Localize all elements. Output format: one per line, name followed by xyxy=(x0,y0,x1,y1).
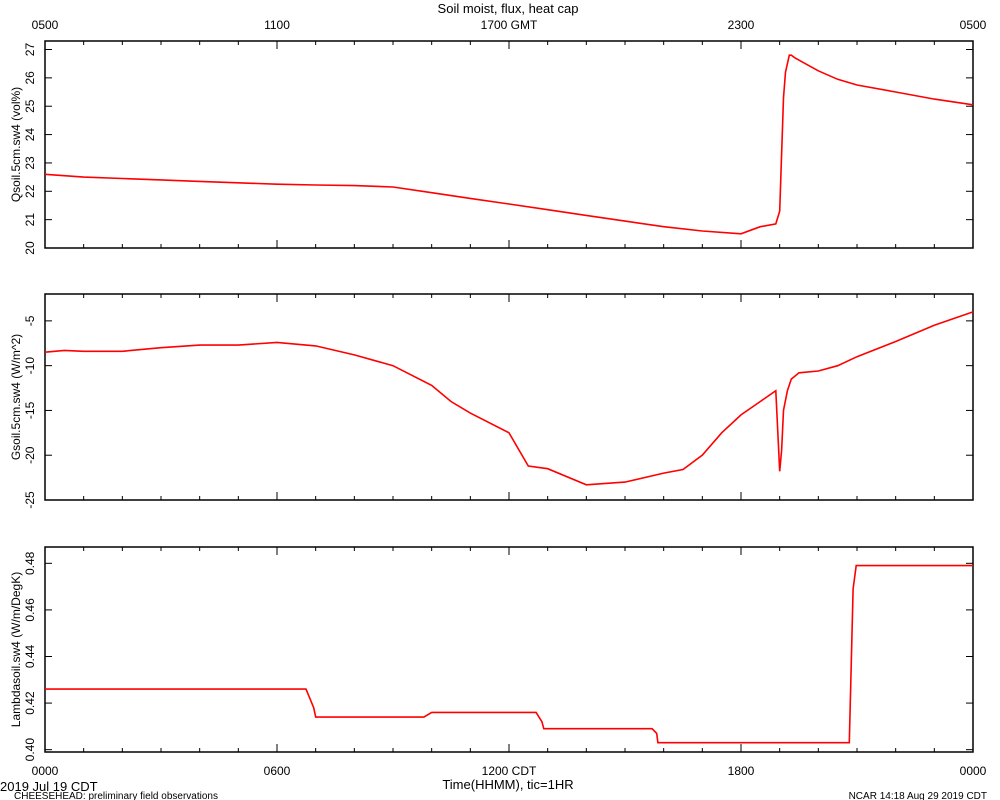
y-tick-label: 22 xyxy=(23,184,37,198)
panel-2: -5 -10 -15 -20 -25 Gsoil.5cm.sw4 (W/m^2) xyxy=(9,293,974,509)
footer-left: CHEESEHEAD: preliminary field observatio… xyxy=(14,791,218,800)
panel-frame xyxy=(44,546,974,753)
y-tick-label: -15 xyxy=(23,401,37,419)
bottom-tick-label: 0600 xyxy=(264,764,291,778)
panel-frame xyxy=(44,40,974,249)
top-tick-label: 1700 GMT xyxy=(481,18,538,32)
series-line-2 xyxy=(44,311,974,486)
y-tick-label: 27 xyxy=(23,43,37,57)
y-axis-label: Qsoil.5cm.sw4 (vol%) xyxy=(9,87,23,202)
y-tick-label: 25 xyxy=(23,99,37,113)
y-tick-label: 0.46 xyxy=(23,598,37,622)
top-tick-label: 0500 xyxy=(960,18,987,32)
y-tick-label: -10 xyxy=(23,357,37,375)
x-axis-label: Time(HHMM), tic=1HR xyxy=(442,777,573,792)
top-tick-label: 2300 xyxy=(728,18,755,32)
y-tick-label: 26 xyxy=(23,71,37,85)
y-axis-label: Lambdasoil.sw4 (W/m/DegK) xyxy=(9,572,23,727)
y-tick-label: -25 xyxy=(23,491,37,509)
y-tick-label: 20 xyxy=(23,241,37,255)
top-tick-label: 1100 xyxy=(264,18,290,32)
y-axis-label: Gsoil.5cm.sw4 (W/m^2) xyxy=(9,334,23,460)
top-axis: 0500 1100 1700 GMT 2300 0500 xyxy=(32,18,987,32)
y-tick-label: 0.44 xyxy=(23,644,37,668)
y-tick-label: 23 xyxy=(23,156,37,170)
bottom-axis: 0000 0600 1200 CDT 1800 0000 xyxy=(32,764,987,778)
bottom-tick-label: 1800 xyxy=(728,764,755,778)
series-line-3 xyxy=(45,564,973,744)
y-tick-label: 0.40 xyxy=(23,738,37,762)
y-tick-label: 0.42 xyxy=(23,691,37,715)
y-tick-label: 0.48 xyxy=(23,551,37,575)
panels: 20 21 22 23 24 25 26 27 Qsoil.5cm.sw4 (vol%) -5 -1… xyxy=(9,40,974,762)
footer-right: NCAR 14:18 Aug 29 2019 CDT xyxy=(849,791,987,800)
y-tick-label: -5 xyxy=(23,315,37,326)
date-label: 2019 Jul 19 CDT xyxy=(0,779,98,794)
top-tick-label: 0500 xyxy=(32,18,59,32)
figure-title: Soil moist, flux, heat cap xyxy=(438,1,579,16)
series-line-1 xyxy=(44,54,974,235)
panel-1: 20 21 22 23 24 25 26 27 Qsoil.5cm.sw4 (vol%) xyxy=(9,40,974,255)
y-tick-label: 21 xyxy=(23,213,37,227)
bottom-tick-label: 0000 xyxy=(960,764,987,778)
bottom-tick-label: 1200 CDT xyxy=(482,764,537,778)
bottom-tick-label: 0000 xyxy=(32,764,59,778)
y-tick-label: 24 xyxy=(23,128,37,142)
y-tick-label: -20 xyxy=(23,446,37,464)
panel-frame xyxy=(44,293,974,501)
